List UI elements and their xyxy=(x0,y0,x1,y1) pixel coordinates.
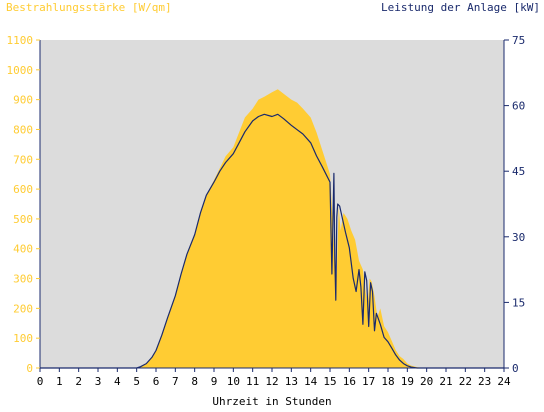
right-axis-title: Leistung der Anlage [kW] xyxy=(381,1,540,14)
left-tick-label: 1100 xyxy=(7,34,34,47)
left-tick-label: 200 xyxy=(13,302,33,315)
left-tick-label: 500 xyxy=(13,213,33,226)
x-axis-ticks: 0 1 2 3 4 5 6 7 8 9 10 11 12 13 14 15 16 17 18 19 20 21 22 23 24 xyxy=(37,368,511,388)
irradiance-area xyxy=(40,89,504,368)
left-tick-label: 700 xyxy=(13,153,33,166)
x-tick-label: 15 xyxy=(323,375,336,388)
series-layer xyxy=(40,89,504,369)
x-tick-label: 10 xyxy=(227,375,240,388)
x-tick-label: 11 xyxy=(246,375,259,388)
x-tick-label: 2 xyxy=(75,375,82,388)
left-axis-ticks: 0 100 200 300 400 500 600 700 800 900 1000 1100 xyxy=(7,34,40,375)
left-tick-label: 100 xyxy=(13,332,33,345)
x-tick-label: 4 xyxy=(114,375,121,388)
x-tick-label: 13 xyxy=(285,375,298,388)
left-tick-label: 1000 xyxy=(7,64,34,77)
x-tick-label: 5 xyxy=(133,375,140,388)
x-tick-label: 9 xyxy=(211,375,218,388)
x-tick-label: 1 xyxy=(56,375,63,388)
right-tick-label: 30 xyxy=(512,231,525,244)
left-axis-title: Bestrahlungsstärke [W/qm] xyxy=(6,1,172,14)
right-tick-label: 15 xyxy=(512,296,525,309)
right-tick-label: 45 xyxy=(512,165,525,178)
x-tick-label: 0 xyxy=(37,375,44,388)
x-tick-label: 12 xyxy=(265,375,278,388)
x-tick-label: 20 xyxy=(420,375,433,388)
left-tick-label: 0 xyxy=(26,362,33,375)
power-line xyxy=(40,113,504,369)
x-tick-label: 22 xyxy=(459,375,472,388)
left-tick-label: 400 xyxy=(13,243,33,256)
x-tick-label: 7 xyxy=(172,375,179,388)
left-tick-label: 600 xyxy=(13,183,33,196)
x-tick-label: 16 xyxy=(343,375,356,388)
x-tick-label: 24 xyxy=(497,375,511,388)
x-tick-label: 3 xyxy=(95,375,102,388)
left-tick-label: 900 xyxy=(13,94,33,107)
left-tick-label: 800 xyxy=(13,123,33,136)
x-tick-label: 23 xyxy=(478,375,491,388)
right-tick-label: 0 xyxy=(512,362,519,375)
x-tick-label: 21 xyxy=(439,375,452,388)
x-tick-label: 14 xyxy=(304,375,318,388)
x-tick-label: 18 xyxy=(381,375,394,388)
x-tick-label: 8 xyxy=(191,375,198,388)
x-tick-label: 17 xyxy=(362,375,375,388)
x-tick-label: 6 xyxy=(153,375,160,388)
right-tick-label: 60 xyxy=(512,100,525,113)
right-tick-label: 75 xyxy=(512,34,525,47)
x-tick-label: 19 xyxy=(401,375,414,388)
left-tick-label: 300 xyxy=(13,273,33,286)
right-axis-ticks: 0 15 30 45 60 75 xyxy=(504,34,525,375)
x-axis-title: Uhrzeit in Stunden xyxy=(212,395,331,408)
